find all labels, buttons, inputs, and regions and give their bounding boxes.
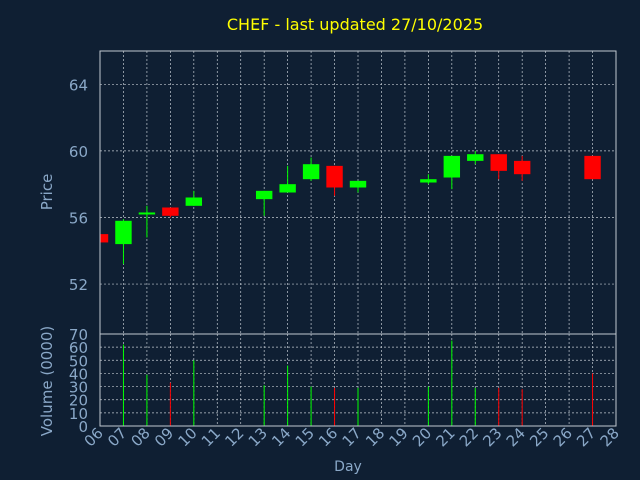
volume-tick-label: 50 <box>69 352 88 370</box>
price-tick-label: 60 <box>69 143 88 161</box>
x-axis: 0607080910111213141516171819202122232425… <box>81 424 623 450</box>
candle-27 <box>584 155 601 180</box>
x-tick-label: 09 <box>151 424 177 450</box>
candle-23 <box>490 154 507 180</box>
volume-tick-label: 10 <box>69 405 88 423</box>
chart-title: CHEF - last updated 27/10/2025 <box>227 15 483 34</box>
price-y-axis: 52 56 60 64 <box>69 76 88 294</box>
x-tick-label: 27 <box>573 424 599 450</box>
candle-10 <box>185 190 203 206</box>
x-tick-label: 26 <box>550 424 576 450</box>
candle-09 <box>162 207 179 218</box>
candle-body <box>467 154 484 161</box>
candlesticks <box>99 150 601 265</box>
candle-07 <box>115 219 132 265</box>
volume-axis-label: Volume (0000) <box>38 326 56 436</box>
x-tick-label: 22 <box>456 424 482 450</box>
candle-13 <box>255 190 273 216</box>
candle-body <box>584 155 601 180</box>
candle-08 <box>138 205 156 238</box>
candle-body <box>100 234 109 243</box>
candle-15 <box>302 157 320 181</box>
candle-24 <box>513 155 531 181</box>
x-tick-label: 24 <box>503 424 529 450</box>
candle-body <box>490 154 507 171</box>
x-tick-label: 18 <box>362 424 388 450</box>
candle-body <box>420 179 437 183</box>
candle-body <box>349 180 367 188</box>
candle-body <box>302 164 320 180</box>
volume-frame <box>99 333 617 427</box>
candle-body <box>279 184 296 193</box>
x-tick-label: 10 <box>174 424 200 450</box>
candle-body <box>326 165 343 188</box>
x-tick-label: 13 <box>245 424 271 450</box>
x-tick-label: 14 <box>268 424 294 450</box>
x-tick-label: 28 <box>597 424 623 450</box>
x-tick-label: 15 <box>292 424 318 450</box>
volume-tick-label: 40 <box>69 365 88 383</box>
x-tick-label: 11 <box>198 424 224 450</box>
candle-14 <box>279 165 296 193</box>
candle-21 <box>443 155 461 190</box>
candle-body <box>138 212 156 215</box>
x-tick-label: 21 <box>432 424 458 450</box>
price-axis-label: Price <box>38 174 56 211</box>
candle-body <box>162 207 179 216</box>
candle-22 <box>467 150 484 165</box>
volume-tick-label: 20 <box>69 392 88 410</box>
x-tick-label: 12 <box>221 424 247 450</box>
x-tick-label: 16 <box>315 424 341 450</box>
candle-20 <box>420 174 437 185</box>
x-tick-label: 20 <box>409 424 435 450</box>
price-tick-label: 64 <box>69 76 88 94</box>
price-tick-label: 52 <box>69 276 88 294</box>
volume-bars <box>122 340 594 426</box>
candle-body <box>443 155 461 178</box>
price-panel: 52 56 60 64 Price <box>38 50 617 335</box>
volume-tick-label: 0 <box>78 418 88 436</box>
candle-body <box>255 190 273 200</box>
candle-17 <box>349 180 367 193</box>
x-tick-label: 19 <box>386 424 412 450</box>
x-tick-label: 25 <box>526 424 552 450</box>
candle-body <box>185 197 203 206</box>
candle-body <box>513 160 531 175</box>
x-tick-label: 08 <box>128 424 154 450</box>
candle-body <box>115 220 132 245</box>
x-tick-label: 17 <box>339 424 365 450</box>
x-tick-label: 23 <box>479 424 505 450</box>
volume-tick-label: 30 <box>69 379 88 397</box>
volume-tick-label: 70 <box>69 326 88 344</box>
volume-tick-label: 60 <box>69 339 88 357</box>
x-tick-label: 07 <box>104 424 130 450</box>
x-axis-label: Day <box>334 459 362 475</box>
candle-06 <box>99 234 109 243</box>
candle-16 <box>326 165 343 196</box>
price-tick-label: 56 <box>69 209 88 227</box>
